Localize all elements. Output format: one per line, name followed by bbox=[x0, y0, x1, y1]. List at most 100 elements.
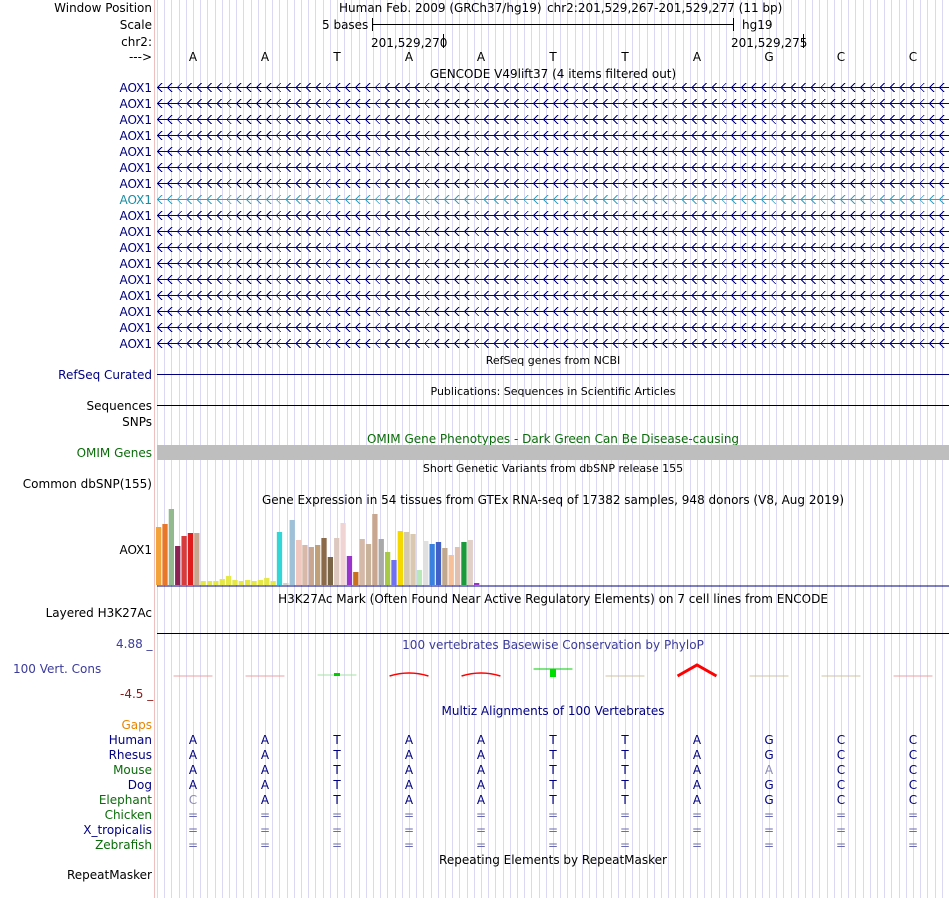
alignment-base: A bbox=[404, 763, 414, 777]
gtex-tissue-bar[interactable] bbox=[245, 580, 251, 585]
species-label[interactable]: Elephant bbox=[98, 793, 152, 807]
gencode-title[interactable]: GENCODE V49lift37 (4 items filtered out) bbox=[429, 67, 677, 81]
species-label[interactable]: Mouse bbox=[113, 763, 152, 777]
gencode-item-label[interactable]: AOX1 bbox=[119, 97, 152, 111]
gencode-transcript-line[interactable] bbox=[157, 147, 949, 156]
gencode-transcript-line[interactable] bbox=[157, 115, 949, 124]
gencode-transcript-line[interactable] bbox=[157, 275, 949, 284]
gencode-transcript-line[interactable] bbox=[157, 211, 949, 220]
base-letter: A bbox=[692, 50, 702, 64]
refseq-gene-line[interactable] bbox=[157, 374, 949, 375]
gtex-tissue-bar[interactable] bbox=[194, 533, 200, 585]
species-label[interactable]: Human bbox=[108, 733, 152, 747]
gencode-transcript-line[interactable] bbox=[157, 163, 949, 172]
gencode-item-label[interactable]: AOX1 bbox=[119, 209, 152, 223]
base-letter: T bbox=[549, 50, 557, 64]
snps-label[interactable]: SNPs bbox=[122, 415, 152, 429]
alignment-base: T bbox=[333, 748, 341, 762]
alignment-base: A bbox=[692, 733, 702, 747]
gencode-transcript-line[interactable] bbox=[157, 131, 949, 140]
gencode-item-label[interactable]: AOX1 bbox=[119, 177, 152, 191]
alignment-base: = bbox=[619, 838, 631, 852]
gencode-item-label[interactable]: AOX1 bbox=[119, 113, 152, 127]
gencode-item-label[interactable]: AOX1 bbox=[119, 289, 152, 303]
gtex-tissue-bar[interactable] bbox=[353, 572, 359, 585]
gtex-tissue-bar[interactable] bbox=[416, 570, 423, 585]
gencode-transcript-line[interactable] bbox=[157, 179, 949, 188]
alignment-base: A bbox=[476, 733, 486, 747]
repeatmasker-title[interactable]: Repeating Elements by RepeatMasker bbox=[439, 853, 667, 867]
species-label[interactable]: Dog bbox=[127, 778, 152, 792]
publications-line[interactable] bbox=[157, 405, 949, 406]
alignment-base: = bbox=[763, 823, 775, 837]
gencode-transcript-line[interactable] bbox=[157, 243, 949, 252]
gtex-tissue-bar[interactable] bbox=[302, 545, 308, 585]
gencode-item-label[interactable]: AOX1 bbox=[119, 129, 152, 143]
alignment-base: A bbox=[404, 748, 414, 762]
refseq-title[interactable]: RefSeq genes from NCBI bbox=[485, 354, 621, 367]
gencode-item-label[interactable]: AOX1 bbox=[119, 273, 152, 287]
publications-title[interactable]: Publications: Sequences in Scientific Ar… bbox=[430, 385, 676, 398]
species-label[interactable]: Zebrafish bbox=[95, 838, 152, 852]
gtex-title[interactable]: Gene Expression in 54 tissues from GTEx … bbox=[261, 493, 845, 507]
alignment-base: T bbox=[621, 793, 629, 807]
gencode-transcript-line[interactable] bbox=[157, 83, 949, 92]
alignment-base: T bbox=[549, 748, 557, 762]
gencode-transcript-line[interactable] bbox=[157, 227, 949, 236]
gencode-transcript-line[interactable] bbox=[157, 339, 949, 348]
refseq-curated-label[interactable]: RefSeq Curated bbox=[58, 368, 152, 382]
gtex-tissue-bar[interactable] bbox=[251, 581, 257, 585]
gencode-transcript-line[interactable] bbox=[157, 195, 949, 204]
gencode-item-label[interactable]: AOX1 bbox=[119, 145, 152, 159]
gtex-tissue-bar[interactable] bbox=[410, 534, 416, 585]
species-label[interactable]: Chicken bbox=[104, 808, 152, 822]
gencode-item-label[interactable]: AOX1 bbox=[119, 193, 152, 207]
gencode-transcript-line[interactable] bbox=[157, 99, 949, 108]
db-name: hg19 bbox=[742, 18, 773, 32]
gencode-item-label[interactable]: AOX1 bbox=[119, 161, 152, 175]
gtex-tissue-bar[interactable] bbox=[461, 542, 467, 585]
alignment-base: = bbox=[187, 823, 199, 837]
window-position-label: Window Position bbox=[54, 1, 152, 15]
gtex-tissue-bar[interactable] bbox=[200, 581, 206, 585]
repeatmasker-label[interactable]: RepeatMasker bbox=[66, 868, 152, 882]
gencode-item-label[interactable]: AOX1 bbox=[119, 305, 152, 319]
alignment-base: C bbox=[908, 778, 918, 792]
omim-gene-bar[interactable] bbox=[157, 445, 949, 460]
h3k27ac-title[interactable]: H3K27Ac Mark (Often Found Near Active Re… bbox=[278, 592, 828, 606]
multiz-title[interactable]: Multiz Alignments of 100 Vertebrates bbox=[441, 704, 665, 718]
gencode-item-label[interactable]: AOX1 bbox=[119, 225, 152, 239]
phylop-title[interactable]: 100 vertebrates Basewise Conservation by… bbox=[402, 638, 704, 652]
common-dbsnp-label[interactable]: Common dbSNP(155) bbox=[22, 477, 152, 491]
gencode-item-label[interactable]: AOX1 bbox=[119, 241, 152, 255]
dbsnp-title[interactable]: Short Genetic Variants from dbSNP releas… bbox=[422, 462, 684, 475]
gtex-tissue-bar[interactable] bbox=[308, 547, 314, 585]
gencode-transcript-line[interactable] bbox=[157, 291, 949, 300]
gencode-item-label[interactable]: AOX1 bbox=[119, 321, 152, 335]
species-label[interactable]: X_tropicalis bbox=[83, 823, 152, 837]
alignment-base: A bbox=[188, 748, 198, 762]
gtex-tissue-bar[interactable] bbox=[467, 540, 473, 585]
alignment-base: T bbox=[549, 778, 557, 792]
alignment-base: T bbox=[333, 778, 341, 792]
omim-genes-label[interactable]: OMIM Genes bbox=[76, 446, 152, 460]
gencode-transcript-line[interactable] bbox=[157, 259, 949, 268]
gencode-transcript-line[interactable] bbox=[157, 307, 949, 316]
layered-h3k27ac-label[interactable]: Layered H3K27Ac bbox=[45, 606, 152, 620]
phylop-track-label[interactable]: 100 Vert. Cons bbox=[13, 662, 102, 676]
gencode-transcript-line[interactable] bbox=[157, 323, 949, 332]
gencode-item-label[interactable]: AOX1 bbox=[119, 81, 152, 95]
gtex-tissue-bar[interactable] bbox=[359, 539, 365, 585]
alignment-base: C bbox=[908, 763, 918, 777]
alignment-base: = bbox=[547, 823, 559, 837]
gtex-gene-label[interactable]: AOX1 bbox=[119, 543, 152, 557]
alignment-base: = bbox=[475, 823, 487, 837]
alignment-base: A bbox=[404, 793, 414, 807]
gencode-item-label[interactable]: AOX1 bbox=[119, 337, 152, 351]
alignment-base: C bbox=[836, 793, 846, 807]
gencode-item-label[interactable]: AOX1 bbox=[119, 257, 152, 271]
sequences-label[interactable]: Sequences bbox=[86, 399, 152, 413]
species-label[interactable]: Rhesus bbox=[108, 748, 152, 762]
alignment-base: = bbox=[691, 823, 703, 837]
omim-title[interactable]: OMIM Gene Phenotypes - Dark Green Can Be… bbox=[366, 432, 740, 446]
